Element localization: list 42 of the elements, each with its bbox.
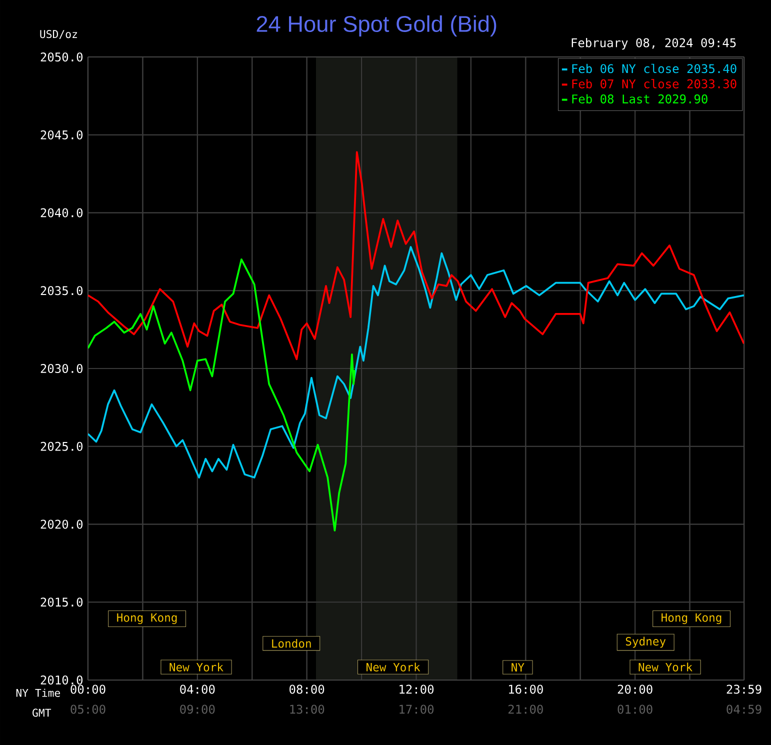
line-series bbox=[88, 246, 744, 478]
legend-label: Feb 07 NY close 2033.30 bbox=[572, 79, 736, 88]
annotation: New York bbox=[366, 662, 420, 672]
y-tick-label: 2020.0 bbox=[40, 520, 83, 529]
y-tick-label: 2030.0 bbox=[40, 364, 83, 374]
annotation: Hong Kong bbox=[662, 613, 722, 624]
x2-tick-label: 21:00 bbox=[508, 704, 543, 714]
chart-subtitle: February 08, 2024 09:45 bbox=[572, 38, 736, 50]
x-axis-title: NY Time bbox=[16, 688, 60, 697]
x2-tick-label: 04:59 bbox=[726, 704, 762, 714]
y-tick-label: 2025.0 bbox=[40, 442, 83, 451]
x2-axis-title: GMT bbox=[32, 708, 52, 717]
x2-tick-label: 17:00 bbox=[400, 704, 434, 714]
y-tick-label: 2015.0 bbox=[40, 598, 83, 607]
x-tick-label: 12:00 bbox=[400, 684, 434, 694]
x2-tick-label: 01:00 bbox=[618, 704, 652, 714]
annotation: New York bbox=[638, 662, 692, 672]
legend-label: Feb 06 NY close 2035.40 bbox=[572, 64, 736, 74]
annotation: Hong Kong bbox=[117, 613, 177, 624]
line-series bbox=[88, 258, 356, 532]
x-tick-label: 00:00 bbox=[70, 684, 106, 694]
y-tick-label: 2050.0 bbox=[40, 52, 83, 62]
annotation: NY bbox=[512, 663, 524, 672]
x-tick-label: 20:00 bbox=[618, 684, 652, 694]
annotation: London bbox=[272, 638, 311, 648]
y-tick-label: 2045.0 bbox=[40, 130, 83, 140]
x2-tick-label: 05:00 bbox=[70, 704, 106, 714]
y-tick-label: 2040.0 bbox=[40, 208, 83, 218]
chart-title: 24 Hour Spot Gold (Bid) bbox=[256, 15, 496, 36]
y-axis-title: USD/oz bbox=[40, 30, 77, 39]
annotation: New York bbox=[170, 662, 224, 672]
x-tick-label: 04:00 bbox=[180, 684, 215, 694]
line-series bbox=[88, 151, 744, 360]
annotation: Sydney bbox=[626, 636, 666, 648]
y-tick-label: 2010.0 bbox=[40, 675, 83, 685]
y-tick-label: 2035.0 bbox=[40, 286, 83, 296]
x-tick-label: 16:00 bbox=[509, 684, 543, 694]
x2-tick-label: 09:00 bbox=[180, 704, 215, 714]
x2-tick-label: 13:00 bbox=[290, 704, 324, 714]
x-tick-label: 23:59 bbox=[726, 684, 762, 694]
legend-label: Feb 08 Last 2029.90 bbox=[572, 94, 708, 104]
x-tick-label: 08:00 bbox=[290, 684, 324, 694]
